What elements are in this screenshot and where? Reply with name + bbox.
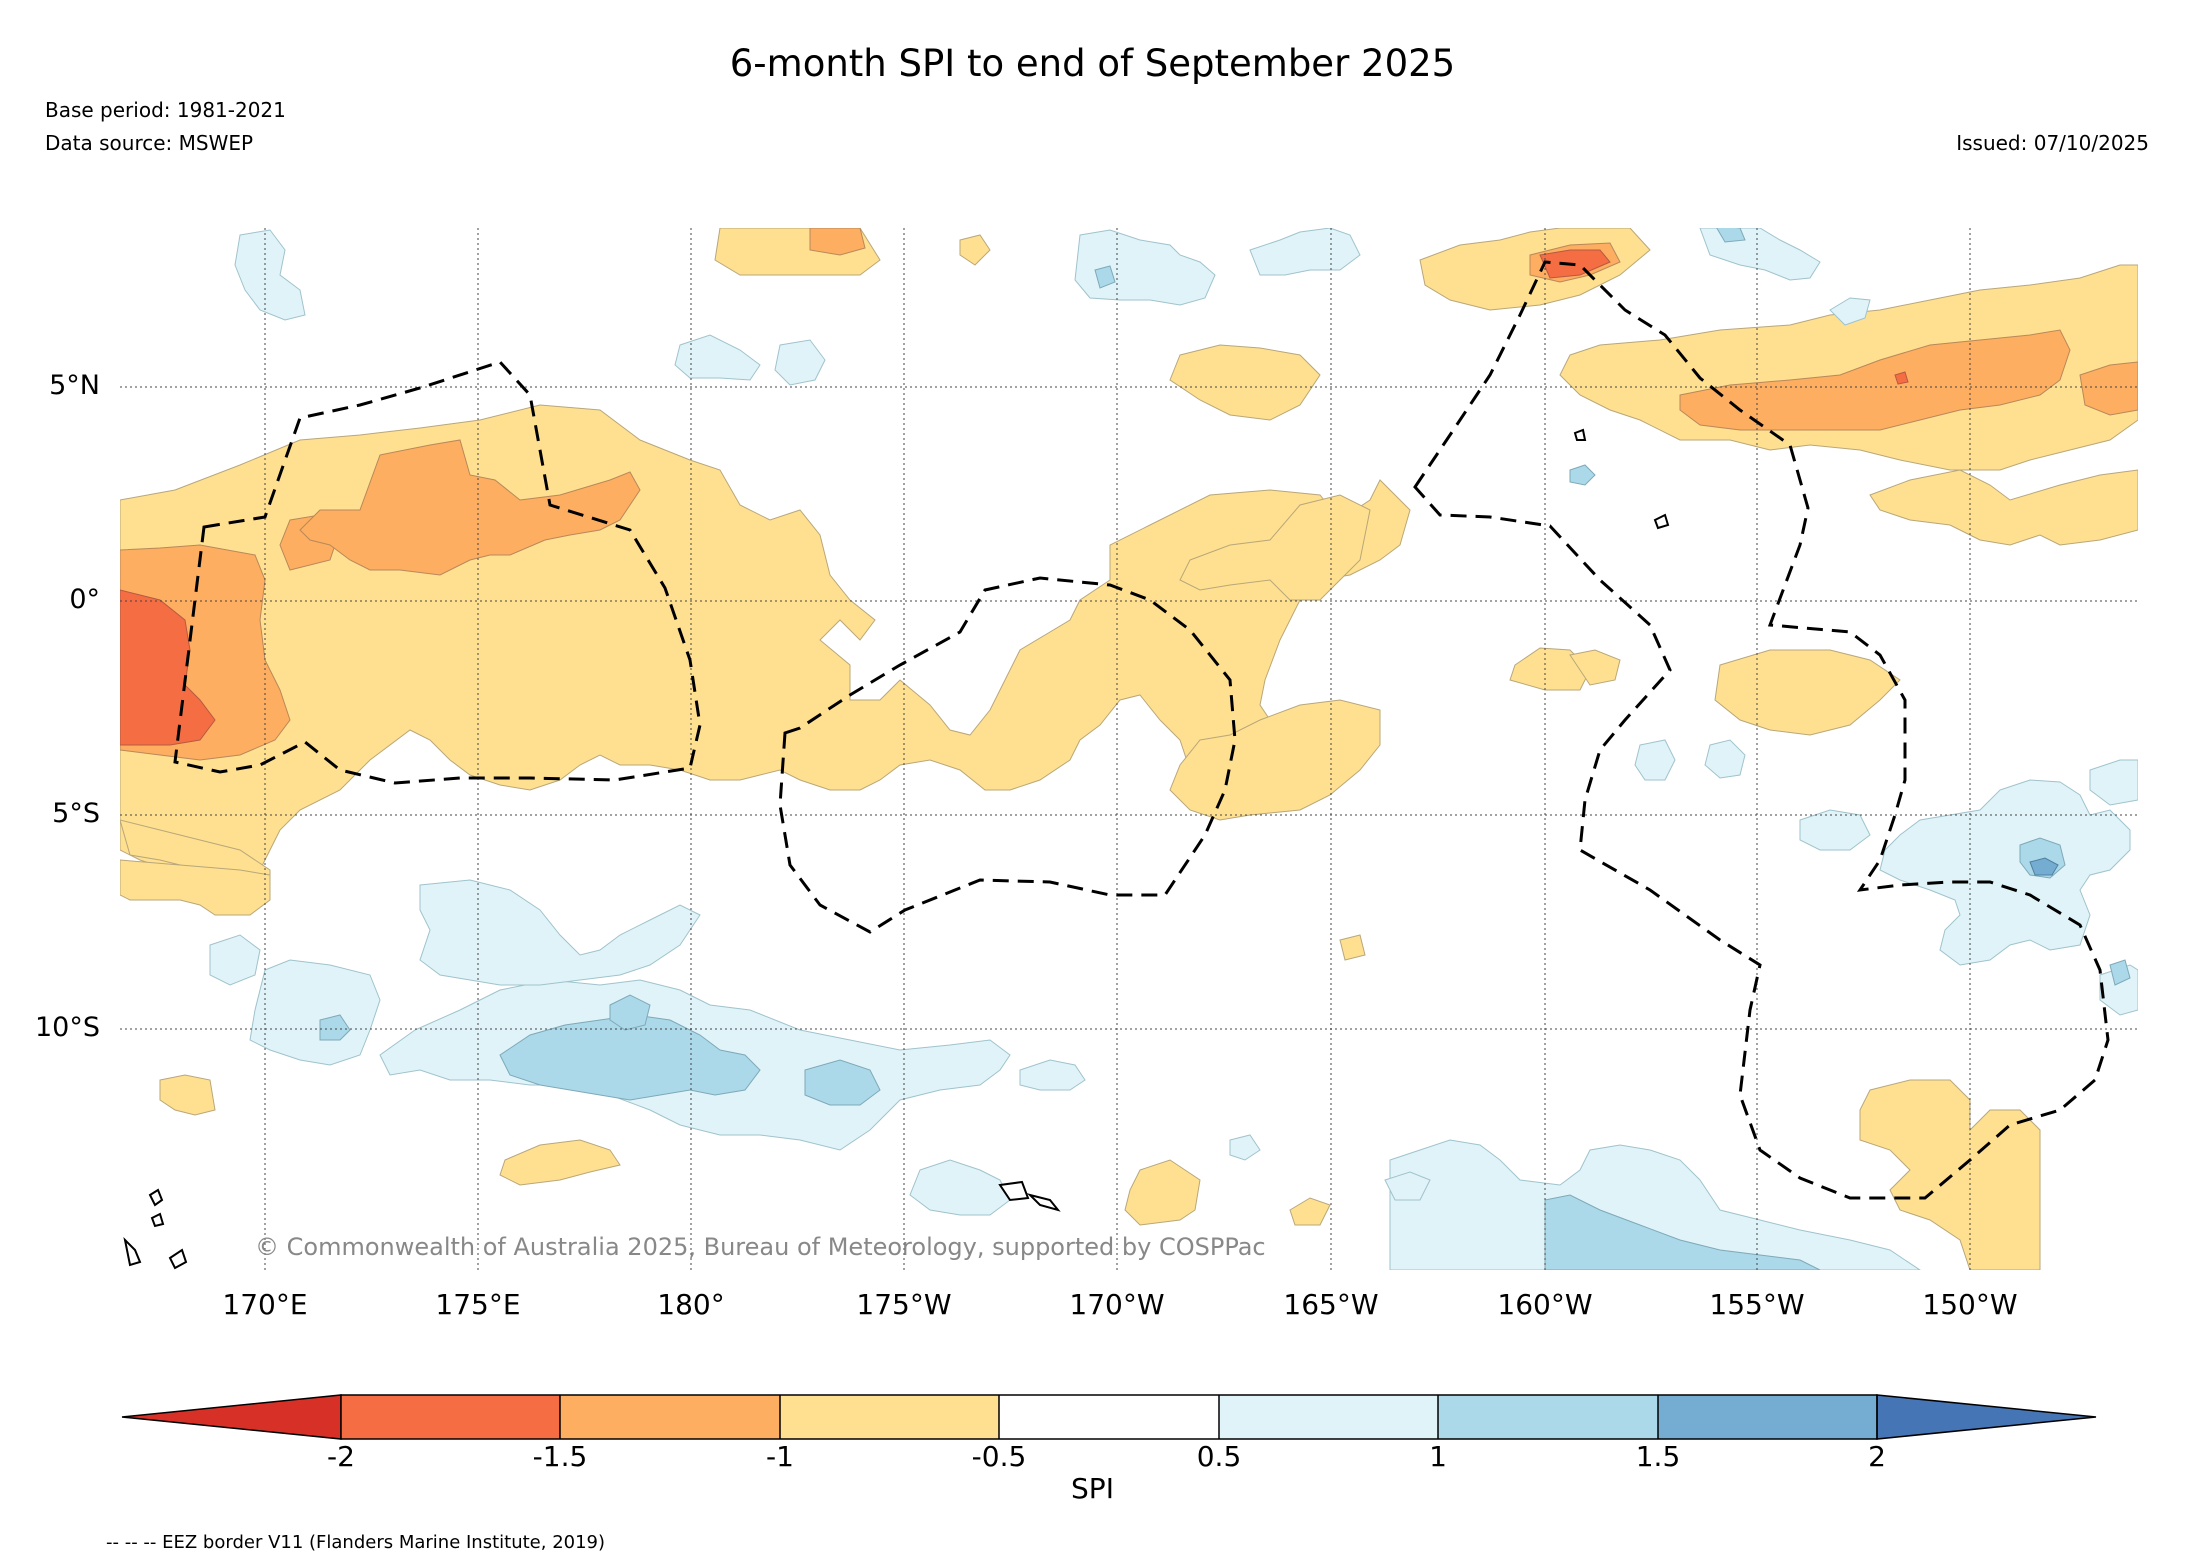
issued-date-text: Issued: 07/10/2025 <box>1956 131 2149 155</box>
colorbar-segment <box>560 1395 780 1439</box>
colorbar-segment <box>341 1395 560 1439</box>
colorbar-under-triangle <box>121 1394 342 1440</box>
colorbar-tick: 1.5 <box>1635 1440 1681 1473</box>
lon-label-170w: 170°W <box>1069 1288 1165 1321</box>
lon-label-150w: 150°W <box>1922 1288 2018 1321</box>
colorbar-tick: 2 <box>1868 1440 1886 1473</box>
lat-label-5n: 5°N <box>49 370 100 401</box>
data-source-text: Data source: MSWEP <box>45 131 254 155</box>
lon-label-175e: 175°E <box>435 1288 521 1321</box>
colorbar-tick: 0.5 <box>1196 1440 1242 1473</box>
colorbar-segment <box>1438 1395 1658 1439</box>
island-outlines <box>123 428 1670 1270</box>
eez-borders <box>173 260 2110 1200</box>
base-period-text: Base period: 1981-2021 <box>45 98 286 122</box>
colorbar-label: SPI <box>1071 1472 1114 1505</box>
eez-legend-note: -- -- -- EEZ border V11 (Flanders Marine… <box>106 1532 606 1553</box>
lon-label-160w: 160°W <box>1497 1288 1593 1321</box>
map-title: 6-month SPI to end of September 2025 <box>729 42 1456 85</box>
colorbar-segment <box>999 1395 1219 1439</box>
lon-label-165w: 165°W <box>1283 1288 1379 1321</box>
spi-wet-very-strong-areas <box>2029 857 2059 876</box>
colorbar-segment <box>1219 1395 1438 1439</box>
lon-label-155w: 155°W <box>1709 1288 1805 1321</box>
lat-label-5s: 5°S <box>52 798 100 829</box>
copyright-credit: © Commonwealth of Australia 2025, Bureau… <box>255 1233 1266 1261</box>
colorbar-tick: -0.5 <box>971 1440 1027 1473</box>
lat-label-0: 0° <box>69 584 100 615</box>
colorbar-over-triangle <box>1876 1394 2097 1440</box>
colorbar-segment <box>1658 1395 1877 1439</box>
spi-wet-strong-areas <box>319 228 2131 1270</box>
lon-label-170e: 170°E <box>222 1288 308 1321</box>
graticule-lines <box>120 228 2138 1270</box>
colorbar-tick: 1 <box>1429 1440 1447 1473</box>
colorbar-tick: -1.5 <box>532 1440 588 1473</box>
spi-field <box>120 228 2138 1270</box>
lon-label-175w: 175°W <box>856 1288 952 1321</box>
spi-colorbar <box>121 1394 2097 1440</box>
lat-label-10s: 10°S <box>35 1012 100 1043</box>
colorbar-tick: -2 <box>327 1440 355 1473</box>
lon-label-180: 180° <box>657 1288 725 1321</box>
colorbar-tick: -1 <box>766 1440 794 1473</box>
colorbar-segment <box>780 1395 999 1439</box>
